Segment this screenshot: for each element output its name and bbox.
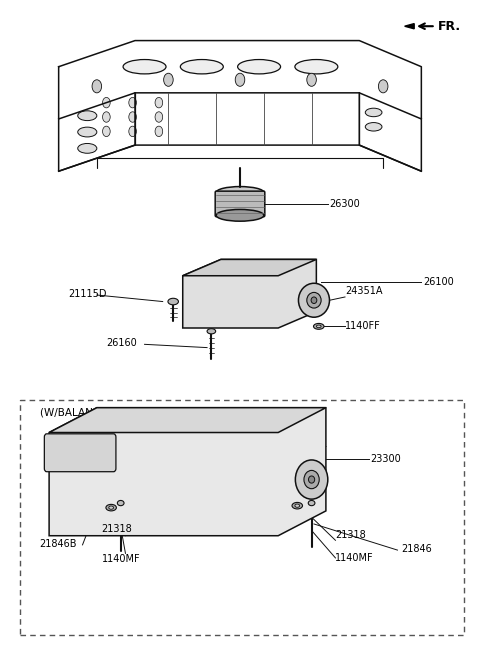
- Ellipse shape: [308, 501, 315, 506]
- Ellipse shape: [216, 209, 264, 221]
- Text: (W/BALANCE SHAFT MODULE): (W/BALANCE SHAFT MODULE): [39, 407, 195, 418]
- Circle shape: [164, 73, 173, 87]
- Circle shape: [155, 97, 163, 108]
- Text: 24351A: 24351A: [345, 286, 383, 297]
- Ellipse shape: [117, 501, 124, 506]
- Circle shape: [129, 112, 136, 122]
- Text: 21846: 21846: [401, 544, 432, 554]
- Polygon shape: [183, 259, 316, 276]
- Text: 1140FF: 1140FF: [345, 321, 381, 331]
- Text: 21115D: 21115D: [68, 289, 107, 298]
- Circle shape: [129, 97, 136, 108]
- Ellipse shape: [295, 60, 338, 74]
- Text: 1140MF: 1140MF: [336, 553, 374, 563]
- Ellipse shape: [168, 298, 179, 305]
- Text: 26300: 26300: [330, 199, 360, 209]
- Polygon shape: [49, 407, 326, 432]
- FancyBboxPatch shape: [215, 191, 265, 216]
- Ellipse shape: [304, 470, 319, 489]
- Circle shape: [129, 126, 136, 136]
- Ellipse shape: [311, 297, 317, 304]
- Circle shape: [307, 73, 316, 87]
- Ellipse shape: [316, 325, 321, 328]
- Circle shape: [155, 112, 163, 122]
- Ellipse shape: [295, 460, 328, 499]
- Ellipse shape: [309, 476, 315, 483]
- Text: 21318: 21318: [102, 524, 132, 535]
- Ellipse shape: [180, 60, 223, 74]
- Circle shape: [378, 80, 388, 93]
- Ellipse shape: [106, 504, 116, 511]
- Polygon shape: [49, 407, 326, 536]
- Ellipse shape: [216, 186, 264, 198]
- Ellipse shape: [292, 502, 302, 509]
- Text: 26160: 26160: [107, 338, 137, 348]
- Ellipse shape: [365, 123, 382, 131]
- Ellipse shape: [299, 283, 329, 318]
- Circle shape: [103, 112, 110, 122]
- Ellipse shape: [123, 60, 166, 74]
- Ellipse shape: [365, 108, 382, 117]
- Polygon shape: [405, 24, 414, 29]
- Ellipse shape: [78, 111, 97, 121]
- Circle shape: [235, 73, 245, 87]
- Circle shape: [92, 80, 102, 93]
- Polygon shape: [183, 259, 316, 328]
- Text: 21318: 21318: [336, 529, 366, 540]
- Ellipse shape: [109, 506, 114, 509]
- Text: 23300: 23300: [370, 454, 400, 464]
- FancyBboxPatch shape: [44, 434, 116, 472]
- Ellipse shape: [78, 127, 97, 137]
- Ellipse shape: [295, 504, 300, 507]
- Ellipse shape: [207, 329, 216, 334]
- Ellipse shape: [313, 323, 324, 329]
- Ellipse shape: [238, 60, 281, 74]
- Circle shape: [155, 126, 163, 136]
- Text: 21846B: 21846B: [39, 539, 77, 549]
- Circle shape: [103, 97, 110, 108]
- Text: FR.: FR.: [438, 20, 461, 33]
- Ellipse shape: [307, 293, 321, 308]
- Text: 26100: 26100: [424, 277, 455, 287]
- Ellipse shape: [78, 144, 97, 154]
- Circle shape: [103, 126, 110, 136]
- Text: 1140MF: 1140MF: [102, 554, 140, 564]
